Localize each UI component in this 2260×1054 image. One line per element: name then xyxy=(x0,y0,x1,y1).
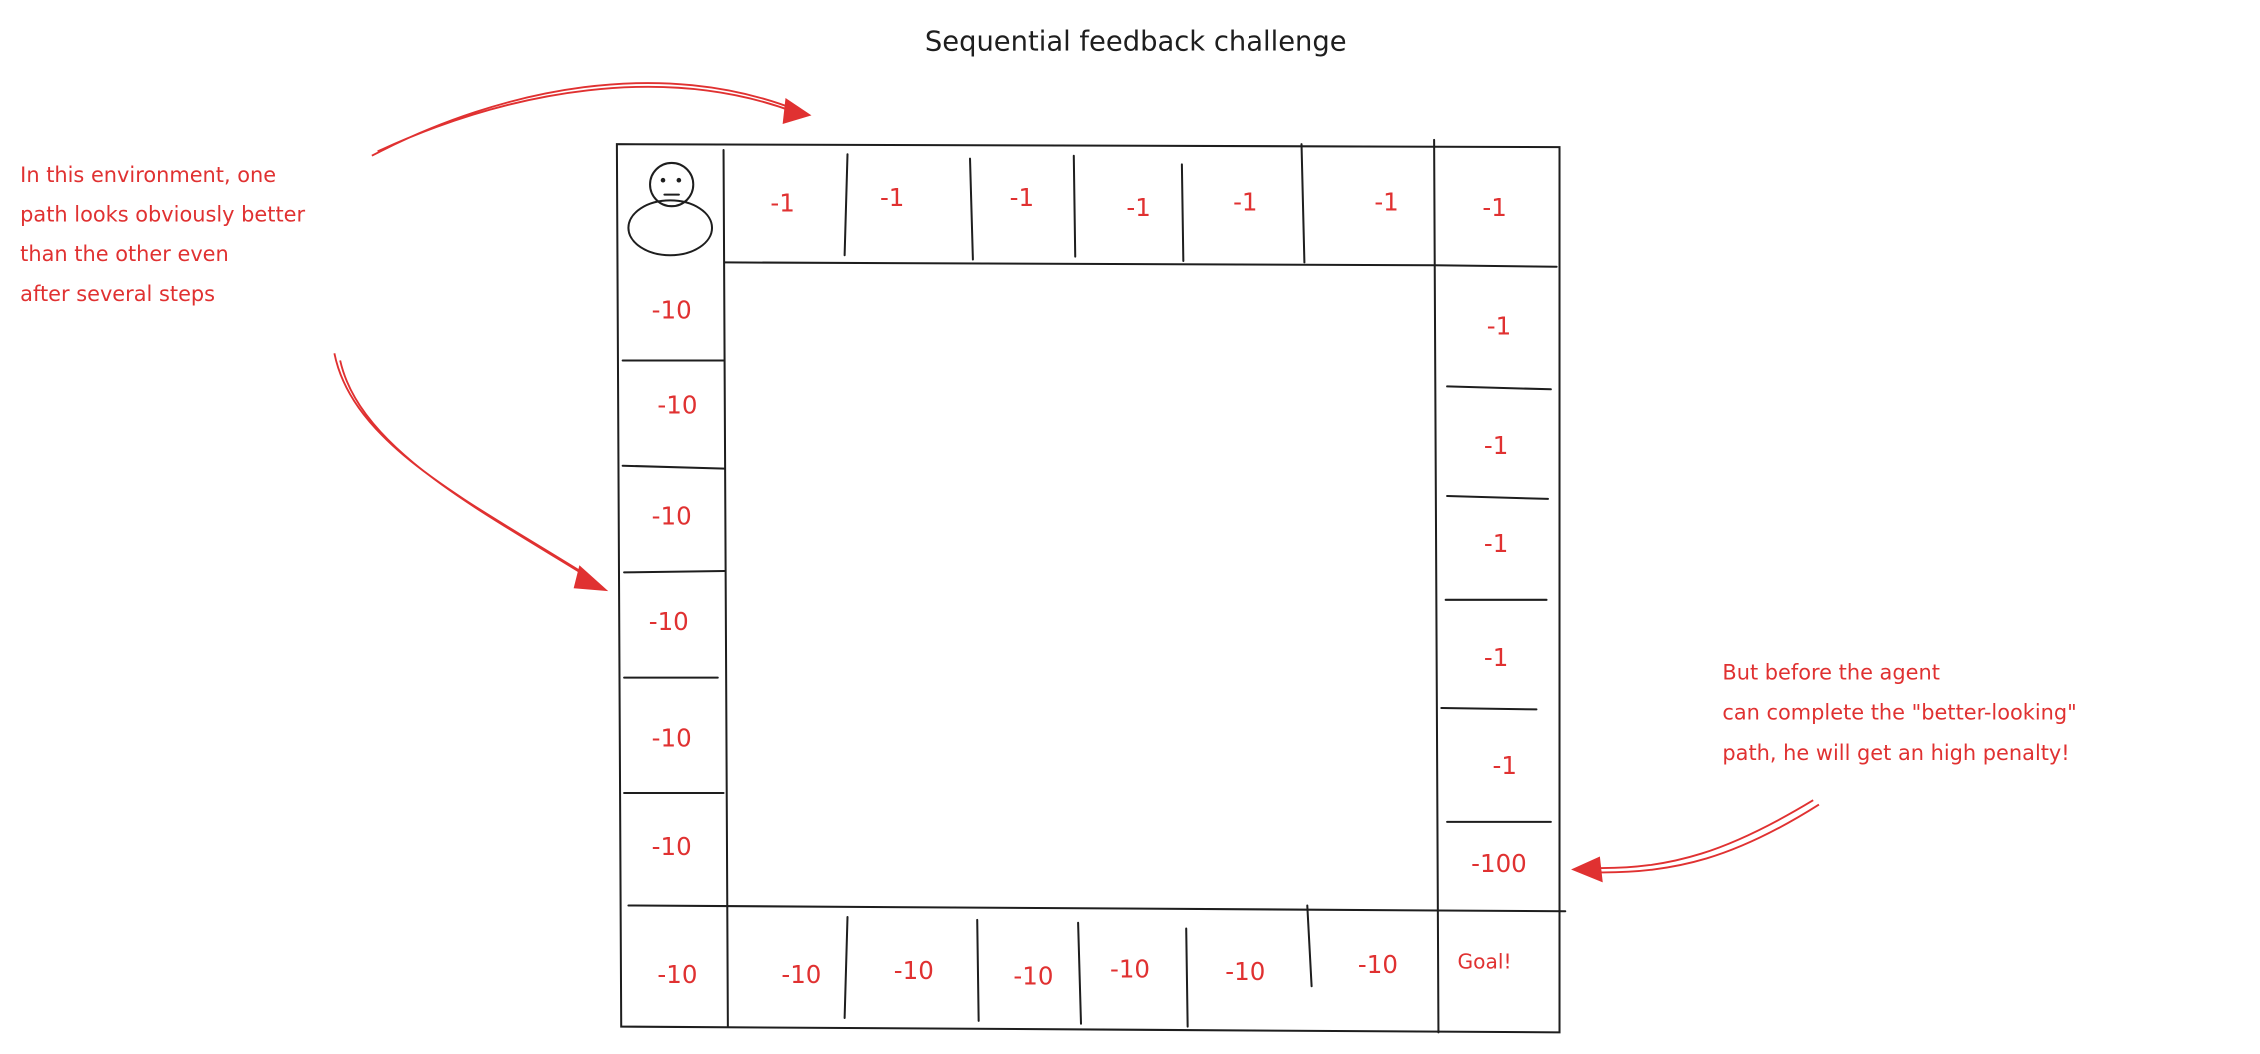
cell-value: -1 xyxy=(770,189,794,218)
cell-value: -10 xyxy=(1225,957,1265,986)
cell-value: -10 xyxy=(1358,950,1398,979)
annotation-line: can complete the "better-looking" xyxy=(1722,701,2076,725)
cell-value: -1 xyxy=(1484,529,1508,558)
annotation-line: after several steps xyxy=(20,282,215,306)
cell-value: -10 xyxy=(649,607,689,636)
annotation-line: But before the agent xyxy=(1722,660,1940,684)
cell-value: -1 xyxy=(1482,193,1506,222)
grid-lines xyxy=(615,138,1567,1034)
cell-value: -100 xyxy=(1471,849,1527,878)
cell-value: -1 xyxy=(1487,311,1511,340)
annotation-line: than the other even xyxy=(20,242,229,266)
cell-value: -1 xyxy=(1010,183,1034,212)
arrows xyxy=(333,82,1820,883)
cell-value: -1 xyxy=(1484,643,1508,672)
cell-value: -10 xyxy=(652,832,692,861)
cell-value: -1 xyxy=(1126,193,1150,222)
annotation-line: path looks obviously better xyxy=(20,203,305,227)
cell-value: -10 xyxy=(1110,954,1150,983)
cell-value: -1 xyxy=(880,183,904,212)
title: Sequential feedback challenge xyxy=(925,27,1347,58)
cell-value: -1 xyxy=(1233,187,1257,216)
annotation-line: In this environment, one xyxy=(20,163,276,187)
cell-value: -10 xyxy=(652,724,692,753)
cell-value: -10 xyxy=(657,391,697,420)
cell-value: Goal! xyxy=(1458,950,1512,974)
cell-value: -10 xyxy=(781,960,821,989)
annotation-line: path, he will get an high penalty! xyxy=(1722,741,2069,765)
cell-value: -10 xyxy=(657,960,697,989)
cell-value: -10 xyxy=(1013,962,1053,991)
cell-value: -1 xyxy=(1484,431,1508,460)
cell-value: -10 xyxy=(652,502,692,531)
cell-value: -10 xyxy=(652,295,692,324)
cell-value: -10 xyxy=(894,956,934,985)
cell-value: -1 xyxy=(1493,751,1517,780)
cell-value: -1 xyxy=(1374,187,1398,216)
